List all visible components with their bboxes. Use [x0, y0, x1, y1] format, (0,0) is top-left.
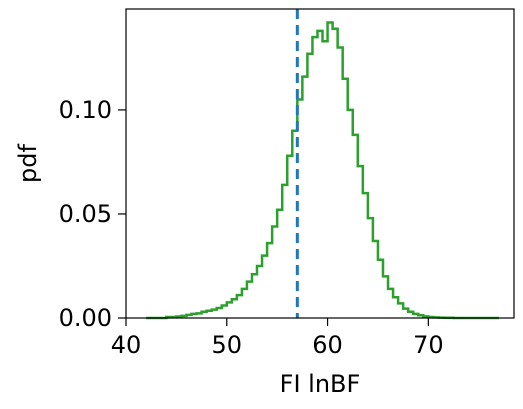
y-tick-label: 0.00	[59, 304, 112, 332]
x-tick-label: 40	[111, 331, 142, 359]
x-tick-label: 50	[212, 331, 243, 359]
y-tick-label: 0.05	[59, 200, 112, 228]
x-axis-label: FI lnBF	[280, 370, 361, 398]
y-axis-ticks: 0.00 0.05 0.10	[59, 96, 126, 332]
x-axis-ticks: 40 50 60 70	[111, 318, 444, 359]
axes-frame	[126, 9, 514, 318]
y-axis-label: pdf	[14, 143, 42, 182]
x-tick-label: 70	[413, 331, 444, 359]
x-tick-label: 60	[312, 331, 343, 359]
y-tick-label: 0.10	[59, 96, 112, 124]
histogram-series-line	[146, 23, 499, 318]
